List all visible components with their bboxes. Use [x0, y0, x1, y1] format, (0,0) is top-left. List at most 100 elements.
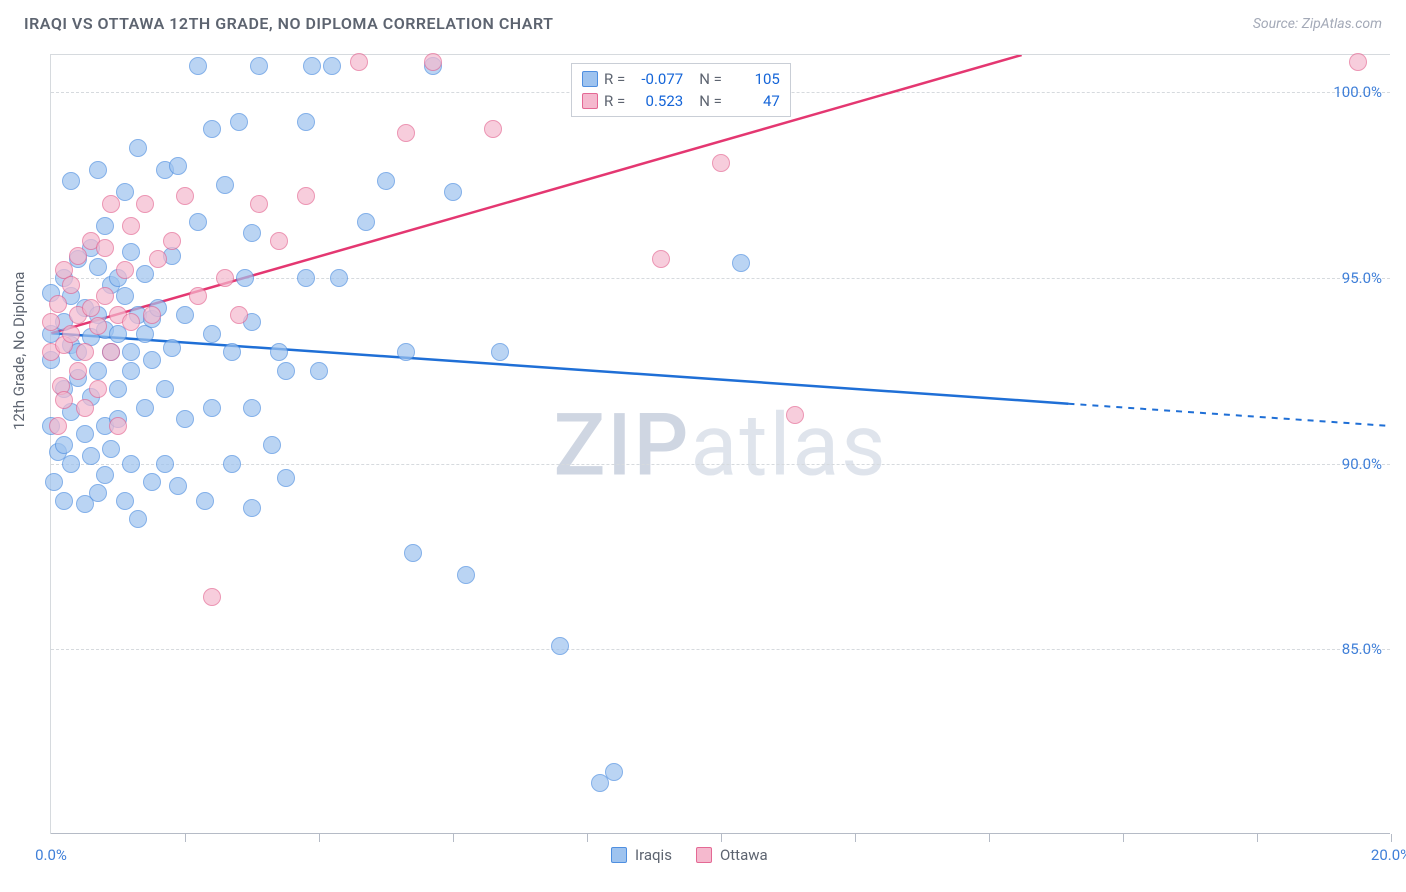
- chart-title: IRAQI VS OTTAWA 12TH GRADE, NO DIPLOMA C…: [24, 14, 553, 33]
- scatter-point-iraqis: [189, 57, 207, 75]
- scatter-point-iraqis: [89, 362, 107, 380]
- scatter-point-iraqis: [96, 466, 114, 484]
- scatter-point-iraqis: [397, 343, 415, 361]
- scatter-point-ottawa: [297, 187, 315, 205]
- scatter-point-ottawa: [96, 287, 114, 305]
- iraqis-r-value: -0.077: [631, 70, 683, 88]
- scatter-point-iraqis: [236, 269, 254, 287]
- scatter-point-iraqis: [270, 343, 288, 361]
- ottawa-r-value: 0.523: [631, 92, 683, 110]
- scatter-point-ottawa: [76, 343, 94, 361]
- scatter-point-iraqis: [323, 57, 341, 75]
- chart-legend: Iraqis Ottawa: [611, 846, 768, 864]
- r-label: R =: [604, 70, 625, 88]
- scatter-point-iraqis: [122, 362, 140, 380]
- y-tick-label: 90.0%: [1342, 455, 1382, 473]
- y-tick-label: 100.0%: [1333, 83, 1382, 101]
- y-tick-label: 95.0%: [1342, 269, 1382, 287]
- scatter-point-iraqis: [732, 254, 750, 272]
- scatter-point-ottawa: [189, 287, 207, 305]
- scatter-point-ottawa: [116, 261, 134, 279]
- scatter-point-iraqis: [156, 380, 174, 398]
- scatter-point-iraqis: [89, 484, 107, 502]
- scatter-point-iraqis: [169, 477, 187, 495]
- scatter-point-iraqis: [156, 455, 174, 473]
- gridline-h: [51, 464, 1390, 465]
- legend-item: Ottawa: [696, 846, 768, 864]
- scatter-point-ottawa: [149, 250, 167, 268]
- legend-label: Iraqis: [635, 846, 672, 864]
- scatter-point-ottawa: [652, 250, 670, 268]
- scatter-point-iraqis: [297, 113, 315, 131]
- scatter-point-iraqis: [491, 343, 509, 361]
- scatter-point-ottawa: [49, 295, 67, 313]
- y-tick-label: 85.0%: [1342, 640, 1382, 658]
- scatter-point-iraqis: [62, 455, 80, 473]
- scatter-point-ottawa: [397, 124, 415, 142]
- scatter-point-iraqis: [216, 176, 234, 194]
- scatter-point-ottawa: [216, 269, 234, 287]
- scatter-point-ottawa: [69, 247, 87, 265]
- scatter-point-ottawa: [122, 217, 140, 235]
- scatter-point-ottawa: [484, 120, 502, 138]
- chart-plot-area: ZIPatlas 85.0%90.0%95.0%100.0% 0.0%20.0%…: [50, 54, 1390, 834]
- scatter-point-iraqis: [55, 436, 73, 454]
- scatter-point-iraqis: [444, 183, 462, 201]
- scatter-point-iraqis: [230, 113, 248, 131]
- x-tick: [453, 834, 454, 842]
- iraqis-swatch: [582, 71, 598, 87]
- x-tick: [319, 834, 320, 842]
- x-tick: [1123, 834, 1124, 842]
- scatter-point-iraqis: [122, 243, 140, 261]
- scatter-point-ottawa: [69, 362, 87, 380]
- scatter-point-iraqis: [169, 157, 187, 175]
- scatter-point-ottawa: [270, 232, 288, 250]
- x-tick: [185, 834, 186, 842]
- scatter-point-ottawa: [203, 588, 221, 606]
- n-label: N =: [699, 92, 722, 110]
- scatter-point-iraqis: [297, 269, 315, 287]
- scatter-point-ottawa: [102, 195, 120, 213]
- scatter-point-ottawa: [76, 399, 94, 417]
- x-tick: [1391, 834, 1392, 842]
- scatter-point-ottawa: [102, 343, 120, 361]
- gridline-h: [51, 649, 1390, 650]
- scatter-point-iraqis: [82, 447, 100, 465]
- scatter-point-iraqis: [45, 473, 63, 491]
- scatter-point-iraqis: [89, 161, 107, 179]
- scatter-point-ottawa: [62, 325, 80, 343]
- scatter-point-ottawa: [1349, 53, 1367, 71]
- scatter-point-iraqis: [143, 351, 161, 369]
- scatter-point-ottawa: [143, 306, 161, 324]
- source-attribution: Source: ZipAtlas.com: [1253, 16, 1382, 32]
- scatter-point-iraqis: [263, 436, 281, 454]
- stats-row-iraqis: R = -0.077 N = 105: [582, 68, 780, 90]
- ottawa-swatch: [582, 93, 598, 109]
- scatter-point-iraqis: [377, 172, 395, 190]
- x-tick: [989, 834, 990, 842]
- scatter-point-iraqis: [203, 399, 221, 417]
- scatter-point-ottawa: [230, 306, 248, 324]
- scatter-point-iraqis: [122, 343, 140, 361]
- scatter-point-iraqis: [223, 455, 241, 473]
- scatter-point-iraqis: [62, 172, 80, 190]
- scatter-point-ottawa: [136, 195, 154, 213]
- scatter-point-ottawa: [96, 239, 114, 257]
- scatter-point-iraqis: [176, 306, 194, 324]
- x-tick: [587, 834, 588, 842]
- scatter-point-iraqis: [203, 325, 221, 343]
- scatter-point-ottawa: [786, 406, 804, 424]
- scatter-point-iraqis: [89, 258, 107, 276]
- scatter-point-iraqis: [129, 510, 147, 528]
- scatter-point-iraqis: [277, 469, 295, 487]
- scatter-point-ottawa: [89, 380, 107, 398]
- scatter-point-iraqis: [129, 139, 147, 157]
- scatter-point-iraqis: [203, 120, 221, 138]
- scatter-point-iraqis: [243, 399, 261, 417]
- scatter-point-iraqis: [189, 213, 207, 231]
- scatter-point-iraqis: [163, 339, 181, 357]
- scatter-point-iraqis: [303, 57, 321, 75]
- x-tick-label: 20.0%: [1371, 846, 1406, 864]
- y-axis-label: 12th Grade, No Diploma: [10, 272, 28, 430]
- scatter-point-iraqis: [457, 566, 475, 584]
